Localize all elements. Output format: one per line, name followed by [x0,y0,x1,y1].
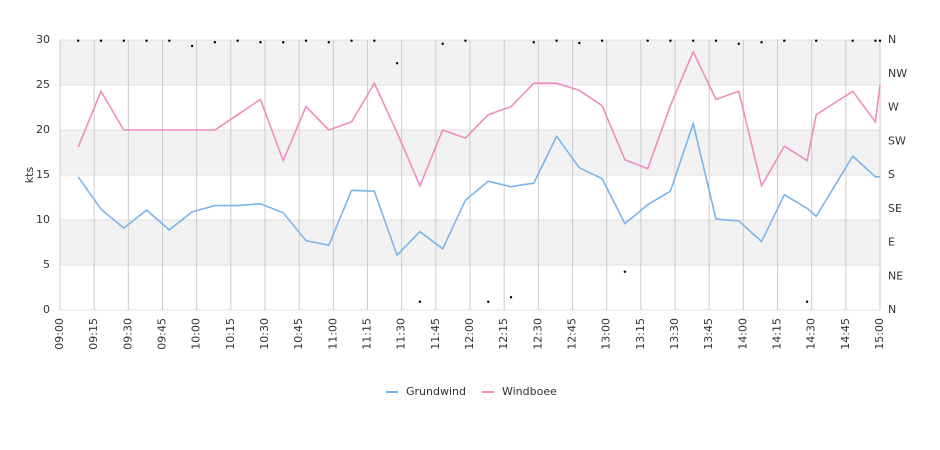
direction-dot [395,62,399,65]
x-tick-label: 14:45 [839,318,852,350]
y-tick-label: 20 [36,123,50,136]
x-tick-label: 13:45 [702,318,715,350]
y2-tick-label: NW [888,67,907,80]
x-tick-label: 10:00 [190,318,203,350]
y-tick-label: 0 [43,303,50,316]
direction-dot [145,39,148,42]
series-line [77,120,880,257]
direction-dot [122,39,125,42]
x-tick-label: 09:30 [121,318,134,350]
y2-tick-label: S [888,168,895,181]
direction-dot [327,41,330,44]
direction-dot [418,300,422,303]
direction-dot [99,39,103,42]
y2-tick-label: W [888,101,899,114]
x-tick-label: 11:15 [361,318,374,350]
x-tick-label: 12:30 [531,318,544,350]
x-tick-label: 12:00 [463,318,476,350]
x-tick-label: 12:45 [566,318,579,350]
x-tick-label: 14:30 [805,318,818,350]
x-tick-label: 11:45 [429,318,442,350]
direction-dot [815,39,818,42]
x-tick-label: 09:00 [53,318,66,350]
direction-dot [213,41,217,44]
direction-dot [487,300,490,303]
x-tick-label: 10:45 [292,318,305,350]
direction-dot [555,39,558,42]
direction-dot [737,42,740,45]
direction-dot [464,39,467,42]
x-tick-label: 09:15 [87,318,100,350]
direction-dot [509,296,513,299]
direction-dot [532,41,535,44]
x-tick-label: 10:15 [224,318,237,350]
direction-dot [190,44,194,48]
x-tick-label: 13:15 [634,318,647,350]
direction-dot [646,39,649,42]
x-tick-label: 11:00 [326,318,339,350]
direction-dot [373,39,376,42]
x-tick-label: 13:30 [668,318,681,350]
legend-label: Windboee [502,385,557,398]
y2-tick-label: NE [888,269,903,282]
y2-tick-label: N [888,303,896,316]
x-tick-label: 15:00 [873,318,886,350]
direction-dot [578,41,581,45]
x-tick-label: 13:00 [600,318,613,350]
y-tick-label: 30 [36,33,50,46]
direction-dot [669,39,672,42]
y-tick-label: 15 [36,168,50,181]
y2-tick-label: SE [888,202,902,215]
direction-dot [282,41,285,44]
direction-dot [760,41,763,44]
direction-dot [350,39,353,42]
x-tick-label: 14:00 [736,318,749,350]
x-tick-label: 14:15 [771,318,784,350]
direction-dot [623,270,627,273]
legend-label: Grundwind [406,385,466,398]
y2-tick-label: SW [888,134,906,147]
x-tick-label: 11:30 [395,318,408,350]
direction-dot [874,39,877,42]
y-tick-label: 25 [36,78,50,91]
y2-tick-label: E [888,236,895,249]
direction-dot [77,39,80,42]
direction-dot [805,300,809,303]
direction-dot [878,39,882,42]
direction-dot [851,39,854,42]
series-line [77,49,881,188]
direction-dot [600,39,604,42]
y2-tick-label: N [888,33,896,46]
direction-dot [441,42,444,45]
direction-dot [259,41,262,44]
x-tick-label: 09:45 [156,318,169,350]
y-tick-label: 10 [36,213,50,226]
direction-dot [783,39,786,42]
y-axis-label: kts [23,167,36,184]
direction-dot [304,39,308,42]
x-tick-label: 12:15 [497,318,510,350]
direction-dot [692,39,695,42]
direction-dot [168,39,171,42]
y-tick-label: 5 [43,258,50,271]
x-tick-label: 10:30 [258,318,271,350]
direction-dot [714,39,718,42]
direction-dot [236,39,239,42]
